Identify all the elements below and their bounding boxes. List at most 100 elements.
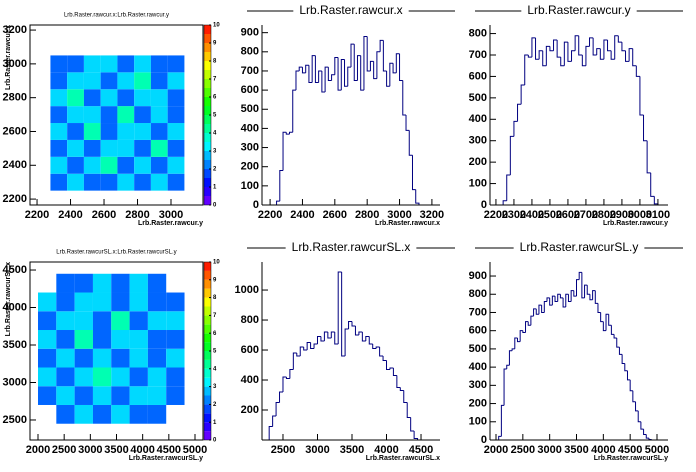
histogram-bin	[308, 65, 313, 83]
histogram-bin	[340, 58, 345, 91]
palette-band	[204, 422, 211, 432]
histogram-bin	[557, 293, 561, 302]
heatmap-cell	[166, 386, 185, 405]
histogram-bin	[562, 297, 566, 308]
heatmap-cell	[147, 311, 167, 331]
palette-band	[204, 324, 211, 334]
y-tick-label: 800	[241, 314, 259, 326]
histogram-bin	[567, 294, 572, 303]
z-tick-label: 6	[213, 95, 217, 101]
heatmap-cell	[167, 173, 185, 191]
y-tick-label: 700	[469, 306, 487, 318]
heatmap-cell	[166, 367, 185, 387]
y-tick-label: 3200	[3, 24, 27, 36]
histogram-bin	[318, 70, 322, 83]
histogram-bin	[337, 271, 342, 345]
histogram-bin	[581, 272, 585, 299]
y-tick-label: 200	[469, 156, 487, 168]
y-tick-label: 2800	[3, 92, 27, 104]
histogram-bin	[365, 336, 370, 342]
histogram-bin	[311, 55, 316, 83]
histogram-bin	[279, 391, 283, 403]
heatmap-cell	[150, 55, 168, 73]
heatmap-cell	[50, 55, 68, 73]
histogram-bin	[563, 41, 568, 66]
x-tick-label: 2400	[290, 209, 314, 221]
x-tick-label: 4000	[591, 444, 615, 456]
z-tick-label: 5	[213, 349, 217, 355]
histogram-bin	[565, 293, 569, 308]
heatmap-cell	[67, 72, 84, 90]
x-tick-label: 3000	[628, 209, 652, 221]
histogram-bin	[399, 53, 403, 82]
y-tick-label: 2200	[3, 193, 27, 205]
histogram-bin	[616, 337, 620, 348]
y-tick-label: 300	[469, 135, 487, 147]
y-tick-label: 200	[469, 397, 487, 409]
palette-band	[204, 187, 211, 196]
palette-band	[204, 34, 211, 43]
x-axis-title: Lrb.Raster.rawcur.x	[375, 220, 440, 227]
title-box	[513, 240, 645, 256]
histogram-bin	[573, 290, 577, 297]
palette-band	[204, 124, 211, 133]
y-tick-label: 700	[469, 49, 487, 61]
z-tick-label: 2	[213, 167, 217, 173]
histogram-bin	[399, 387, 404, 392]
histogram-bin	[632, 48, 637, 67]
heatmap-cell	[74, 348, 93, 368]
heatmap-cell	[111, 311, 130, 331]
heatmap-cell	[56, 404, 75, 424]
y-tick-label: 300	[469, 379, 487, 391]
y-tick-label: 400	[469, 361, 487, 373]
z-tick-label: 10	[213, 23, 220, 29]
histogram-bin	[299, 346, 304, 357]
histogram-bin	[386, 70, 390, 87]
histogram-bin	[509, 135, 514, 175]
histogram-bin	[282, 376, 287, 393]
heatmap-cell	[100, 89, 118, 107]
heatmap-cell	[92, 367, 112, 387]
y-tick-label: 2500	[3, 414, 27, 426]
heatmap-cell	[134, 173, 151, 191]
heatmap-cell	[100, 106, 118, 124]
histogram-bin	[513, 120, 518, 137]
x-tick-label: 2300	[502, 209, 526, 221]
histogram-bin	[610, 50, 615, 60]
heatmap-cell	[129, 348, 148, 368]
x-tick-label: 3500	[564, 444, 588, 456]
heatmap-cell	[166, 292, 185, 312]
heatmap-cell	[147, 330, 167, 349]
histogram-bin	[650, 172, 655, 197]
heatmap-cell	[134, 156, 151, 174]
histogram-bin	[639, 76, 644, 116]
heatmap-cell	[111, 367, 130, 387]
histogram-bin	[327, 332, 332, 339]
palette-band	[204, 196, 211, 205]
heatmap-cell	[129, 273, 148, 293]
heatmap-cell	[74, 292, 93, 312]
x-tick-label: 2600	[323, 209, 347, 221]
histogram-bin	[567, 42, 572, 62]
histogram-bin	[411, 155, 416, 191]
histogram-bin	[372, 344, 377, 350]
histogram-bin	[585, 45, 590, 66]
histogram-bin	[386, 360, 390, 371]
histogram-bin	[502, 200, 507, 205]
title-box	[521, 3, 637, 19]
heatmap-cell	[117, 139, 135, 157]
heatmap-cell	[166, 330, 185, 349]
histogram-bin	[589, 37, 594, 47]
z-tick-label: 1	[213, 185, 217, 191]
histogram-bin	[324, 66, 329, 93]
y-tick-label: 100	[241, 180, 259, 192]
histogram-bin	[406, 402, 411, 419]
chart-title: Lrb.Raster.rawcurSL.x:Lrb.Raster.rawcurS…	[56, 250, 176, 256]
histogram-bin	[637, 410, 641, 423]
heatmap-cell	[150, 173, 168, 191]
histogram-bin	[586, 285, 590, 295]
histogram-bin	[316, 336, 321, 345]
palette-band	[204, 61, 211, 70]
heatmap-cell	[117, 173, 135, 191]
histogram-bin	[546, 297, 550, 302]
